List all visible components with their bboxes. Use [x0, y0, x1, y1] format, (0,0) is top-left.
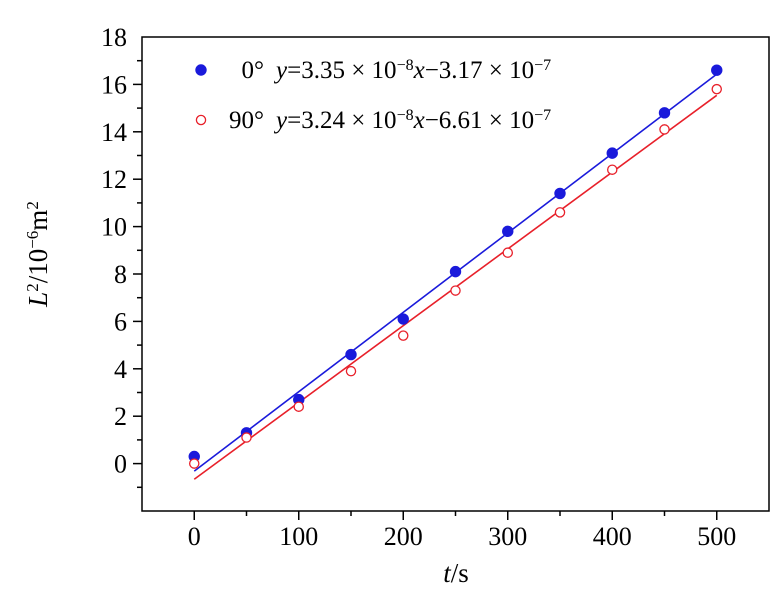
legend: 0° y=3.35 × 10−8x−3.17 × 10−790° y=3.24 × … — [195, 57, 551, 135]
legend-equation-var: y — [273, 107, 288, 134]
axis-layer: 0 100 200 300 400 500 0 2 4 6 8 10 12 14 16 18 — [101, 23, 736, 551]
data-point-series-0 — [449, 265, 462, 278]
x-tick-label: 300 — [488, 522, 527, 551]
y-tick-label: 4 — [114, 355, 127, 384]
data-point-series-0 — [502, 225, 514, 238]
legend-angle-series-1: 90° — [229, 107, 264, 134]
legend-marker-series-0 — [195, 64, 207, 76]
y-tick-label: 12 — [101, 165, 127, 194]
y-tick-label: 8 — [114, 260, 127, 289]
x-tick-label: 500 — [697, 522, 736, 551]
y-axis-title: L2/10−6m2 — [23, 201, 54, 308]
y-tick-label: 18 — [101, 23, 127, 52]
legend-equation-eq: =3.35 × 10 — [287, 57, 396, 84]
x-tick-label: 400 — [593, 522, 632, 551]
data-point-series-1 — [397, 330, 409, 341]
y-axis-title-sup3: 2 — [23, 201, 42, 210]
data-point-series-1 — [450, 285, 461, 296]
legend-equation-exp1: −8 — [397, 57, 414, 74]
legend-equation-mid: −6.61 × 10 — [425, 107, 534, 134]
data-point-series-0 — [711, 64, 723, 76]
y-axis-title-sup1: 2 — [23, 283, 42, 292]
data-point-series-1 — [241, 432, 252, 443]
legend-equation-exp2: −7 — [534, 107, 551, 124]
y-axis-title-sup2: −6 — [23, 231, 42, 249]
data-point-series-1 — [607, 164, 618, 175]
legend-equation-x: x — [413, 57, 425, 84]
y-axis-title-unit: m — [23, 210, 53, 231]
x-tick-label: 200 — [384, 522, 423, 551]
legend-equation-x: x — [413, 107, 425, 134]
data-point-series-1 — [293, 401, 304, 412]
y-axis-title-var: L — [23, 292, 53, 308]
data-point-series-1 — [659, 124, 670, 135]
legend-equation-exp2: −7 — [534, 57, 551, 74]
data-point-series-1 — [711, 83, 723, 95]
legend-marker-series-1 — [195, 114, 207, 126]
legend-equation-series-1: y=3.24 × 10−8x−6.61 × 10−7 — [273, 107, 551, 135]
y-tick-label: 6 — [114, 307, 127, 336]
legend-angle-series-0: 0° — [242, 57, 265, 84]
data-point-series-0 — [606, 147, 618, 159]
legend-equation-var: y — [273, 57, 288, 84]
data-point-series-0 — [397, 313, 409, 325]
legend-equation-exp1: −8 — [397, 107, 414, 124]
data-point-series-0 — [345, 348, 357, 361]
legend-equation-eq: =3.24 × 10 — [287, 107, 396, 134]
x-tick-label: 100 — [279, 522, 318, 551]
data-point-series-1 — [188, 458, 200, 469]
legend-equation-mid: −3.17 × 10 — [425, 57, 534, 84]
legend-equation-series-0: y=3.35 × 10−8x−3.17 × 10−7 — [273, 57, 551, 85]
y-tick-label: 2 — [114, 402, 127, 431]
y-tick-label: 10 — [101, 213, 127, 242]
data-point-series-1 — [554, 207, 566, 218]
y-tick-label: 16 — [101, 70, 127, 99]
x-axis-title-unit: /s — [451, 558, 469, 588]
x-tick-label: 0 — [188, 522, 201, 551]
x-axis-title: t/s — [443, 558, 469, 588]
y-axis-title-mid: /10 — [23, 249, 53, 284]
y-tick-label: 0 — [114, 450, 127, 479]
y-tick-label: 14 — [101, 118, 127, 147]
data-point-series-1 — [502, 247, 513, 258]
data-point-series-1 — [345, 365, 357, 377]
data-point-series-0 — [554, 187, 566, 200]
data-point-series-0 — [658, 107, 671, 119]
x-axis-title-var: t — [443, 558, 452, 588]
data-points — [188, 64, 723, 469]
